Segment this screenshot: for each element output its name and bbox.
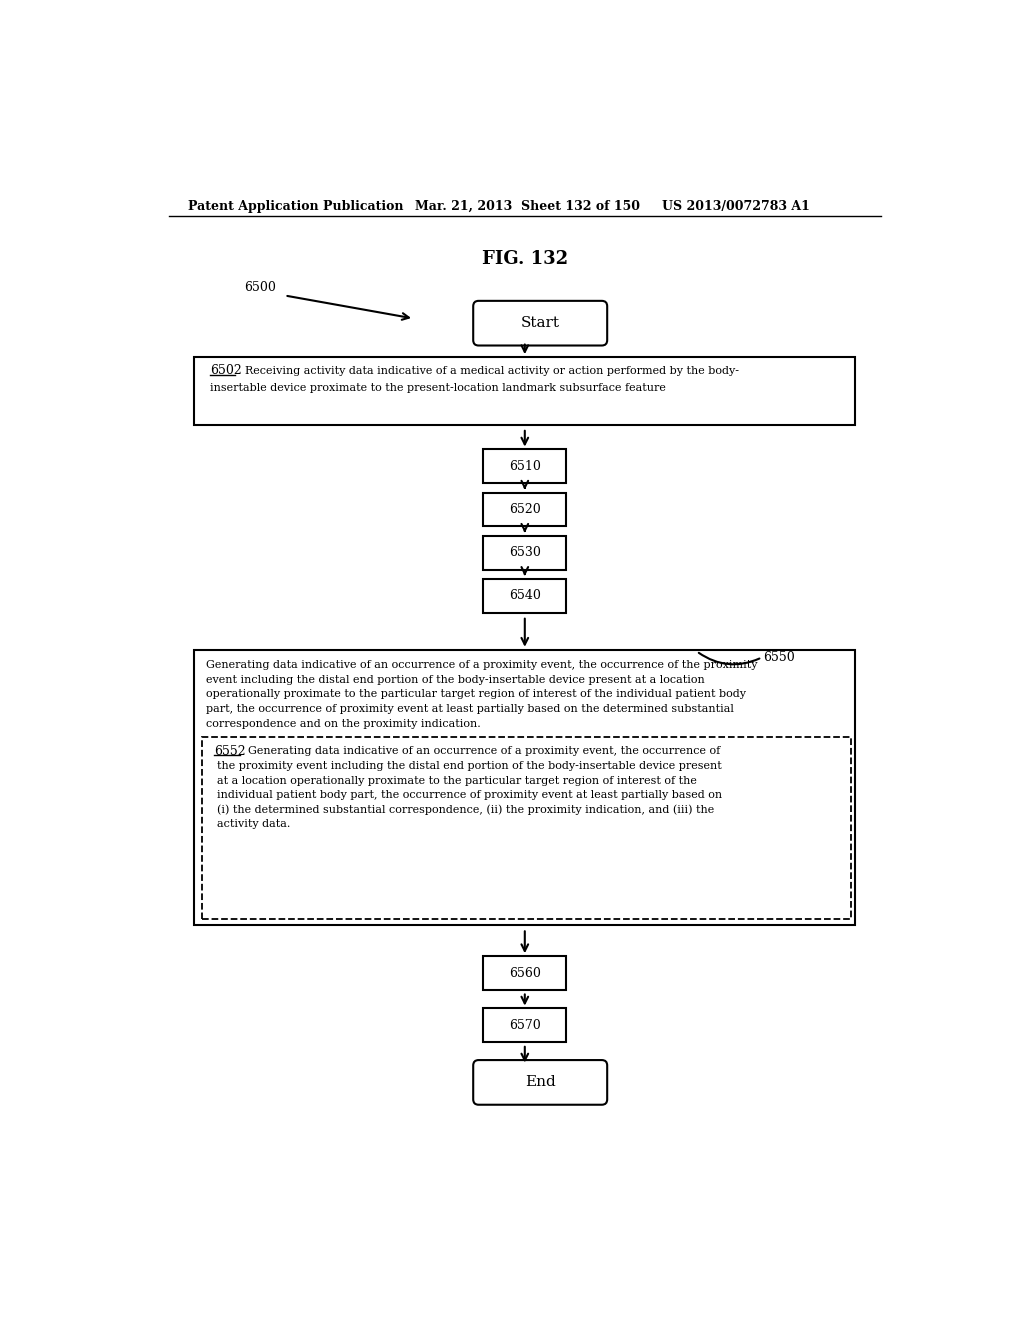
Text: (i) the determined substantial correspondence, (ii) the proximity indication, an: (i) the determined substantial correspon… [217, 804, 714, 816]
Text: activity data.: activity data. [217, 820, 290, 829]
Bar [195, 358, 855, 425]
Bar [483, 578, 566, 612]
Text: Generating data indicative of an occurrence of a proximity event, the occurrence: Generating data indicative of an occurre… [248, 746, 720, 756]
Text: correspondence and on the proximity indication.: correspondence and on the proximity indi… [206, 718, 481, 729]
Text: 6540: 6540 [509, 589, 541, 602]
Text: the proximity event including the distal end portion of the body-insertable devi: the proximity event including the distal… [217, 760, 722, 771]
Text: insertable device proximate to the present-location landmark subsurface feature: insertable device proximate to the prese… [210, 383, 666, 393]
Text: End: End [525, 1076, 556, 1089]
Text: event including the distal end portion of the body-insertable device present at : event including the distal end portion o… [206, 675, 705, 685]
Text: 6500: 6500 [245, 281, 276, 294]
Bar [483, 1008, 566, 1043]
Text: 6552: 6552 [214, 744, 246, 758]
Text: individual patient body part, the occurrence of proximity event at least partial: individual patient body part, the occurr… [217, 791, 722, 800]
Text: 6502: 6502 [210, 364, 242, 378]
Bar [483, 450, 566, 483]
Text: part, the occurrence of proximity event at least partially based on the determin: part, the occurrence of proximity event … [206, 704, 734, 714]
Text: FIG. 132: FIG. 132 [481, 249, 568, 268]
Text: Patent Application Publication: Patent Application Publication [188, 199, 403, 213]
Text: Mar. 21, 2013  Sheet 132 of 150: Mar. 21, 2013 Sheet 132 of 150 [416, 199, 640, 213]
Text: 6510: 6510 [509, 459, 541, 473]
FancyBboxPatch shape [473, 1060, 607, 1105]
Bar [483, 492, 566, 527]
Text: 6520: 6520 [509, 503, 541, 516]
Text: Start: Start [520, 317, 560, 330]
Bar [195, 649, 855, 925]
Text: 6560: 6560 [509, 966, 541, 979]
Text: at a location operationally proximate to the particular target region of interes: at a location operationally proximate to… [217, 776, 696, 785]
Text: 6550: 6550 [764, 651, 796, 664]
Text: operationally proximate to the particular target region of interest of the indiv: operationally proximate to the particula… [206, 689, 746, 700]
Bar [202, 738, 851, 919]
Text: Receiving activity data indicative of a medical activity or action performed by : Receiving activity data indicative of a … [245, 366, 738, 376]
Text: US 2013/0072783 A1: US 2013/0072783 A1 [662, 199, 810, 213]
Text: Generating data indicative of an occurrence of a proximity event, the occurrence: Generating data indicative of an occurre… [206, 660, 758, 671]
Bar [483, 956, 566, 990]
Text: 6570: 6570 [509, 1019, 541, 1032]
FancyBboxPatch shape [473, 301, 607, 346]
Bar [483, 536, 566, 570]
Text: 6530: 6530 [509, 546, 541, 560]
